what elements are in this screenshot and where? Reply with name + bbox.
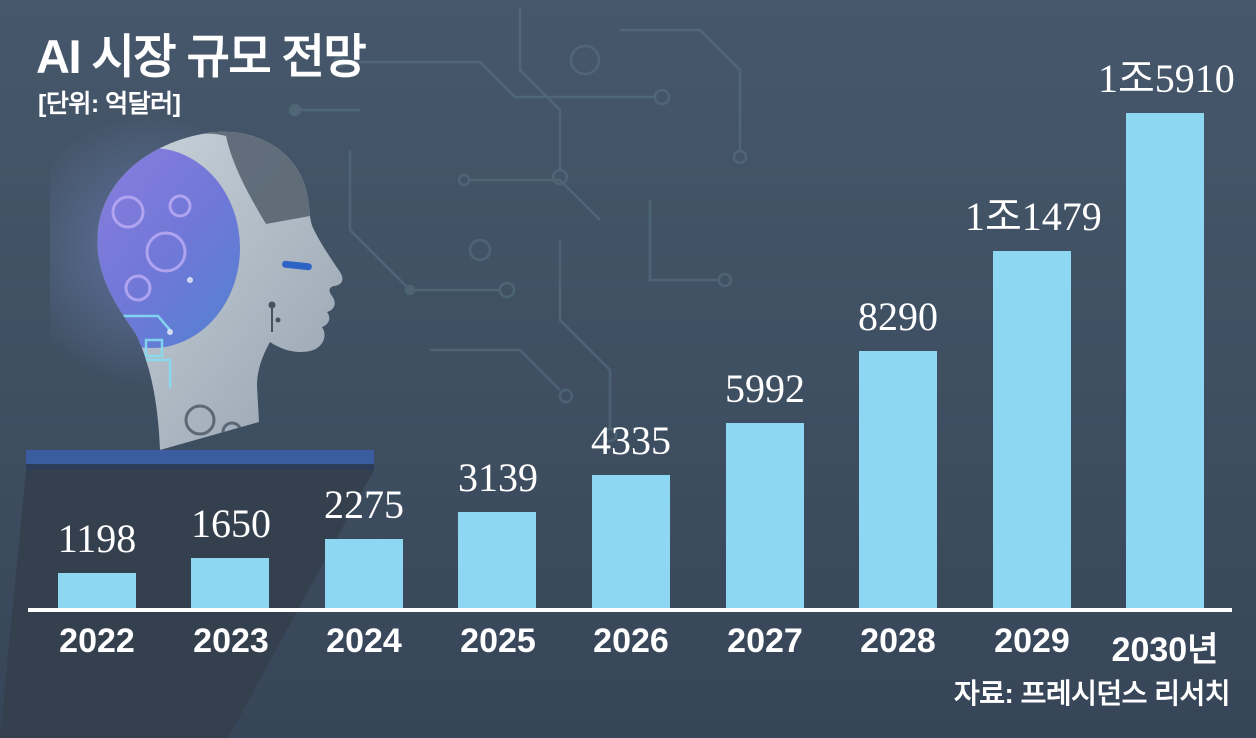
bar-2022 (58, 573, 136, 610)
bar-2030년 (1126, 113, 1204, 610)
value-label-2028: 8290 (858, 294, 938, 339)
year-label-2025: 2025 (460, 622, 536, 660)
unit-label: [단위: 억달러] (38, 90, 181, 118)
year-label-2022: 2022 (59, 622, 135, 660)
bar-2028 (859, 351, 937, 610)
page-title: AI 시장 규모 전망 (36, 30, 367, 83)
bar-2024 (325, 539, 403, 610)
value-label-2026: 4335 (591, 418, 671, 463)
year-label-2029: 2029 (994, 622, 1070, 660)
year-label-2030년: 2030년 (1111, 631, 1219, 669)
year-label-2028: 2028 (860, 622, 936, 660)
bar-2027 (726, 423, 804, 610)
bar-2023 (191, 558, 269, 610)
value-label-2029: 1조1479 (965, 194, 1102, 239)
bar-2025 (458, 512, 536, 610)
value-label-2027: 5992 (725, 366, 805, 411)
year-label-2027: 2027 (727, 622, 803, 660)
value-label-2023: 1650 (191, 501, 271, 546)
value-label-2022: 1198 (57, 516, 137, 561)
year-label-2026: 2026 (593, 622, 669, 660)
ai-head-illustration (50, 120, 343, 450)
bar-2029 (993, 251, 1071, 610)
value-label-2025: 3139 (458, 455, 538, 500)
source-label: 자료: 프레시던스 리서치 (954, 678, 1230, 709)
bar-2026 (592, 475, 670, 610)
chart-baseline (28, 608, 1232, 612)
year-label-2023: 2023 (193, 622, 269, 660)
year-label-2024: 2024 (326, 622, 402, 660)
value-label-2030년: 1조5910 (1098, 56, 1235, 101)
value-label-2024: 2275 (324, 482, 404, 527)
